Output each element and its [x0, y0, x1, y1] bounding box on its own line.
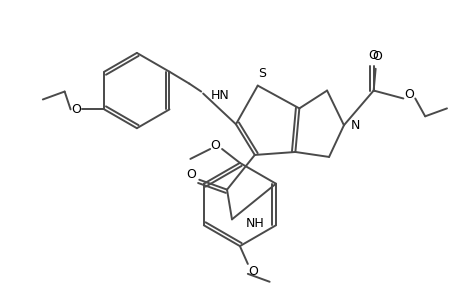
Text: O: O: [372, 50, 382, 63]
Text: O: O: [247, 266, 257, 278]
Text: O: O: [72, 103, 81, 116]
Text: O: O: [186, 168, 196, 181]
Text: NH: NH: [245, 217, 264, 230]
Text: HN: HN: [211, 89, 230, 102]
Text: N: N: [350, 119, 359, 132]
Text: O: O: [368, 50, 378, 62]
Text: S: S: [257, 67, 265, 80]
Text: O: O: [210, 139, 219, 152]
Text: O: O: [403, 88, 414, 101]
